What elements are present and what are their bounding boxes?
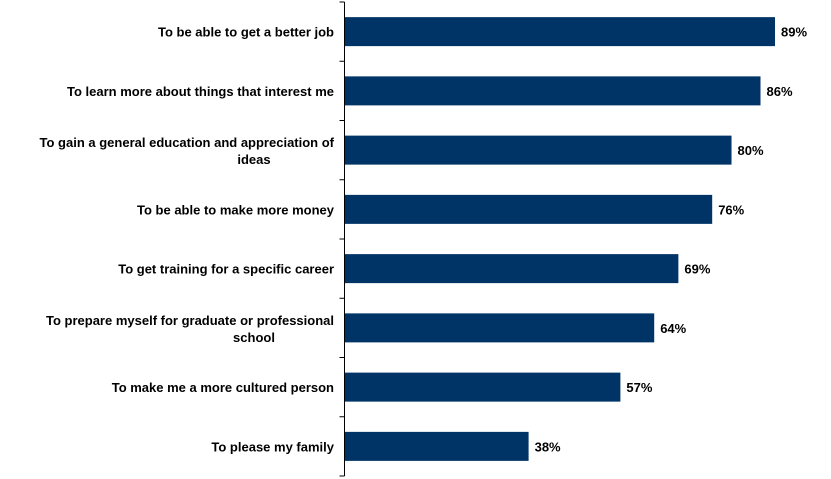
category-label: To get training for a specific career (118, 262, 334, 277)
data-label: 69% (684, 262, 710, 277)
value-labels: 89% 86% 80% 76% 69% 64% 57% 38% (535, 25, 808, 455)
category-label: To be able to get a better job (158, 25, 334, 40)
bar (345, 76, 761, 106)
data-label: 80% (738, 143, 764, 158)
data-label: 57% (626, 380, 652, 395)
bar (345, 313, 655, 343)
category-label: To gain a general education and apprecia… (40, 135, 335, 167)
category-label: To please my family (211, 439, 334, 454)
data-label: 89% (781, 25, 807, 40)
category-label: To prepare myself for graduate or profes… (46, 313, 334, 345)
category-label: To be able to make more money (137, 202, 335, 217)
data-label: 86% (767, 84, 793, 99)
category-label: To learn more about things that interest… (67, 84, 334, 99)
y-axis-ticks (339, 1, 345, 477)
data-label: 64% (660, 321, 686, 336)
bar (345, 17, 775, 47)
data-label: 76% (718, 202, 744, 217)
bar (345, 135, 732, 165)
bars-layer (345, 17, 775, 461)
category-label: To make me a more cultured person (112, 380, 334, 395)
bar (345, 254, 679, 284)
bar (345, 372, 621, 402)
data-label: 38% (535, 439, 561, 454)
category-labels: To be able to get a better job To learn m… (40, 25, 335, 455)
bar (345, 194, 713, 224)
bar (345, 431, 529, 461)
